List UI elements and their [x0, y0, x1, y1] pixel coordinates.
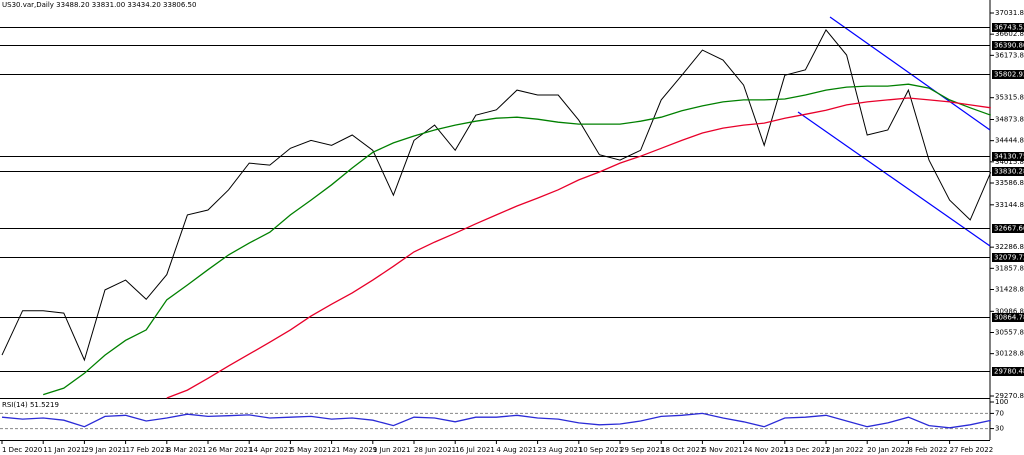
x-tick-label: 11 Jan 2021: [43, 446, 85, 454]
level-label: 30864.78: [994, 314, 1024, 322]
y-tick-label: 30986.80: [995, 307, 1024, 315]
level-label-box: [992, 313, 1024, 322]
y-tick-label: 30557.80: [995, 328, 1024, 336]
x-tick-label: 9 Jun 2021: [373, 446, 411, 454]
x-tick-label: 26 Mar 2021: [208, 446, 252, 454]
chart-title: US30.var,Daily 33488.20 33831.00 33434.2…: [2, 1, 196, 9]
y-tick-label: 32286.80: [995, 243, 1024, 251]
x-tick-label: 4 Aug 2021: [496, 446, 536, 454]
x-tick-label: 21 May 2021: [332, 446, 378, 454]
y-tick-label: 34015.80: [995, 158, 1024, 166]
y-tick-label: 34444.80: [995, 137, 1024, 145]
x-tick-label: 1 Dec 2020: [2, 446, 42, 454]
x-tick-label: 16 Jul 2021: [455, 446, 495, 454]
x-tick-label: 14 Apr 2021: [249, 446, 292, 454]
x-tick-label: 8 Mar 2021: [167, 446, 207, 454]
level-label: 36390.80: [994, 42, 1024, 50]
x-tick-label: 23 Aug 2021: [538, 446, 583, 454]
channel-upper: [829, 16, 991, 131]
level-label-box: [992, 70, 1024, 79]
x-tick-label: 28 Jun 2021: [414, 446, 456, 454]
level-label-box: [992, 152, 1024, 161]
level-label-box: [992, 23, 1024, 32]
y-tick-label: 36173.80: [995, 51, 1024, 59]
level-label: 29780.48: [994, 368, 1024, 376]
x-tick-label: 17 Feb 2021: [126, 446, 170, 454]
level-label-box: [992, 167, 1024, 176]
level-label: 32079.72: [994, 254, 1024, 262]
y-tick-label: 36602.80: [995, 30, 1024, 38]
y-tick-label: 33586.80: [995, 179, 1024, 187]
y-tick-label: 30128.80: [995, 350, 1024, 358]
y-tick-label: 33144.80: [995, 201, 1024, 209]
x-tick-label: 8 Feb 2022: [908, 446, 947, 454]
y-tick-label: 29270.80: [995, 392, 1024, 400]
x-tick-label: 29 Jan 2021: [84, 446, 126, 454]
level-label-box: [992, 41, 1024, 50]
x-tick-label: 29 Sep 2021: [620, 446, 664, 454]
level-label-box: [992, 224, 1024, 233]
level-label: 32667.60: [994, 225, 1024, 233]
y-tick-label: 35315.80: [995, 94, 1024, 102]
y-tick-label: 37031.80: [995, 9, 1024, 17]
x-tick-label: 10 Sep 2021: [579, 446, 623, 454]
y-tick-label: 34873.80: [995, 115, 1024, 123]
y-tick-label: 70: [995, 409, 1004, 417]
moving-average: [43, 83, 992, 396]
x-tick-label: 20 Jan 2022: [867, 446, 909, 454]
y-tick-label: 30: [995, 425, 1004, 433]
channel-lower: [797, 111, 991, 247]
x-tick-label: 2 Jan 2022: [826, 446, 864, 454]
moving-average: [166, 97, 991, 399]
y-tick-label: 31857.80: [995, 264, 1024, 272]
price-line: [1, 28, 992, 362]
y-tick-label: 100: [995, 398, 1008, 406]
rsi-line: [1, 412, 991, 429]
level-label-box: [992, 367, 1024, 376]
y-tick-label: 31428.80: [995, 286, 1024, 294]
level-label: 36743.53: [994, 24, 1024, 32]
level-label-box: [992, 253, 1024, 262]
x-tick-label: 13 Dec 2021: [785, 446, 830, 454]
x-tick-label: 24 Nov 2021: [744, 446, 789, 454]
level-label: 33830.28: [994, 168, 1024, 176]
rsi-title: RSI(14) 51.5219: [2, 401, 59, 409]
x-tick-label: 5 May 2021: [290, 446, 331, 454]
x-tick-label: 18 Oct 2021: [661, 446, 704, 454]
x-tick-label: 5 Nov 2021: [702, 446, 742, 454]
x-tick-label: 27 Feb 2022: [950, 446, 994, 454]
level-label: 35802.93: [994, 71, 1024, 79]
level-label: 34130.75: [994, 153, 1024, 161]
